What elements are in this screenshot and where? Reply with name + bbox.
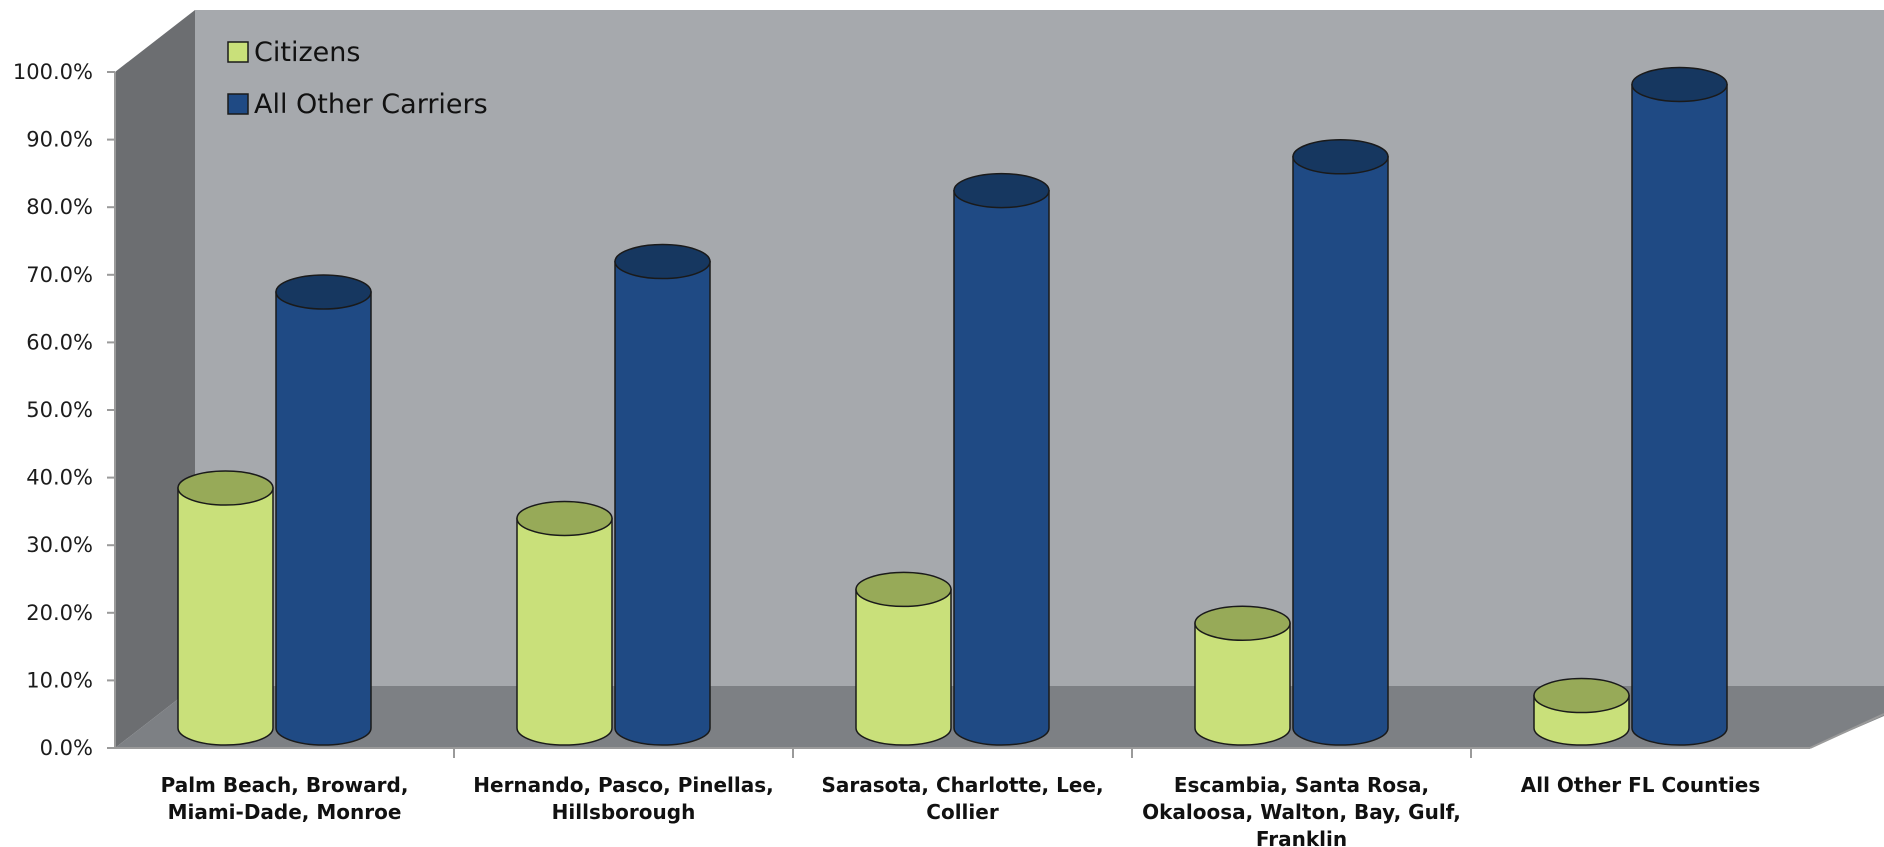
x-category-label: Hillsborough (552, 800, 696, 824)
chart-side-wall (115, 10, 195, 748)
bar-top-citizens-3 (1194, 605, 1291, 641)
y-tick-label: 20.0% (26, 601, 93, 625)
bar-citizens-1 (516, 517, 613, 746)
x-category-label: Miami-Dade, Monroe (168, 800, 402, 824)
bar-top-citizens-0 (177, 470, 274, 506)
bar-other-carriers-0 (275, 291, 372, 746)
y-tick-label: 10.0% (26, 668, 93, 692)
x-category-label: Sarasota, Charlotte, Lee, (821, 773, 1103, 797)
bar-citizens-0 (177, 487, 274, 746)
legend-label-other-carriers: All Other Carriers (254, 89, 488, 120)
legend-label-citizens: Citizens (254, 37, 360, 68)
y-tick-label: 70.0% (26, 263, 93, 287)
bar-top-citizens-1 (516, 500, 613, 537)
x-category-label: Collier (926, 800, 999, 824)
x-category-label: All Other FL Counties (1521, 773, 1761, 797)
bar-other-carriers-2 (953, 189, 1050, 746)
legend-swatch-other-carriers (227, 93, 249, 115)
bar-top-other-carriers-1 (614, 243, 711, 280)
bar-citizens-2 (855, 588, 952, 746)
bar-top-citizens-4 (1533, 677, 1630, 714)
y-tick-label: 50.0% (26, 398, 93, 422)
bar-top-other-carriers-2 (953, 172, 1050, 209)
bar-top-other-carriers-3 (1292, 139, 1389, 175)
x-category-label: Palm Beach, Broward, (161, 773, 409, 797)
bar-top-other-carriers-0 (275, 274, 372, 310)
y-tick-label: 60.0% (26, 330, 93, 354)
x-axis-depth-line (1809, 713, 1884, 749)
y-tick-label: 90.0% (26, 128, 93, 152)
bar-top-other-carriers-4 (1631, 66, 1728, 103)
x-category-label: Franklin (1256, 827, 1347, 847)
bar-other-carriers-4 (1631, 83, 1728, 746)
x-category-label: Escambia, Santa Rosa, (1174, 773, 1429, 797)
y-tick-label: 40.0% (26, 466, 93, 490)
y-tick-label: 100.0% (13, 60, 93, 84)
legend-swatch-citizens (227, 41, 249, 63)
bar-other-carriers-3 (1292, 156, 1389, 746)
x-category-label: Hernando, Pasco, Pinellas, (473, 773, 773, 797)
x-category-label: Okaloosa, Walton, Bay, Gulf, (1142, 800, 1461, 824)
bar-citizens-3 (1194, 622, 1291, 746)
bar-other-carriers-1 (614, 260, 711, 746)
y-tick-label: 30.0% (26, 533, 93, 557)
bar-top-citizens-2 (855, 571, 952, 608)
y-tick-label: 0.0% (40, 736, 93, 760)
y-tick-label: 80.0% (26, 195, 93, 219)
